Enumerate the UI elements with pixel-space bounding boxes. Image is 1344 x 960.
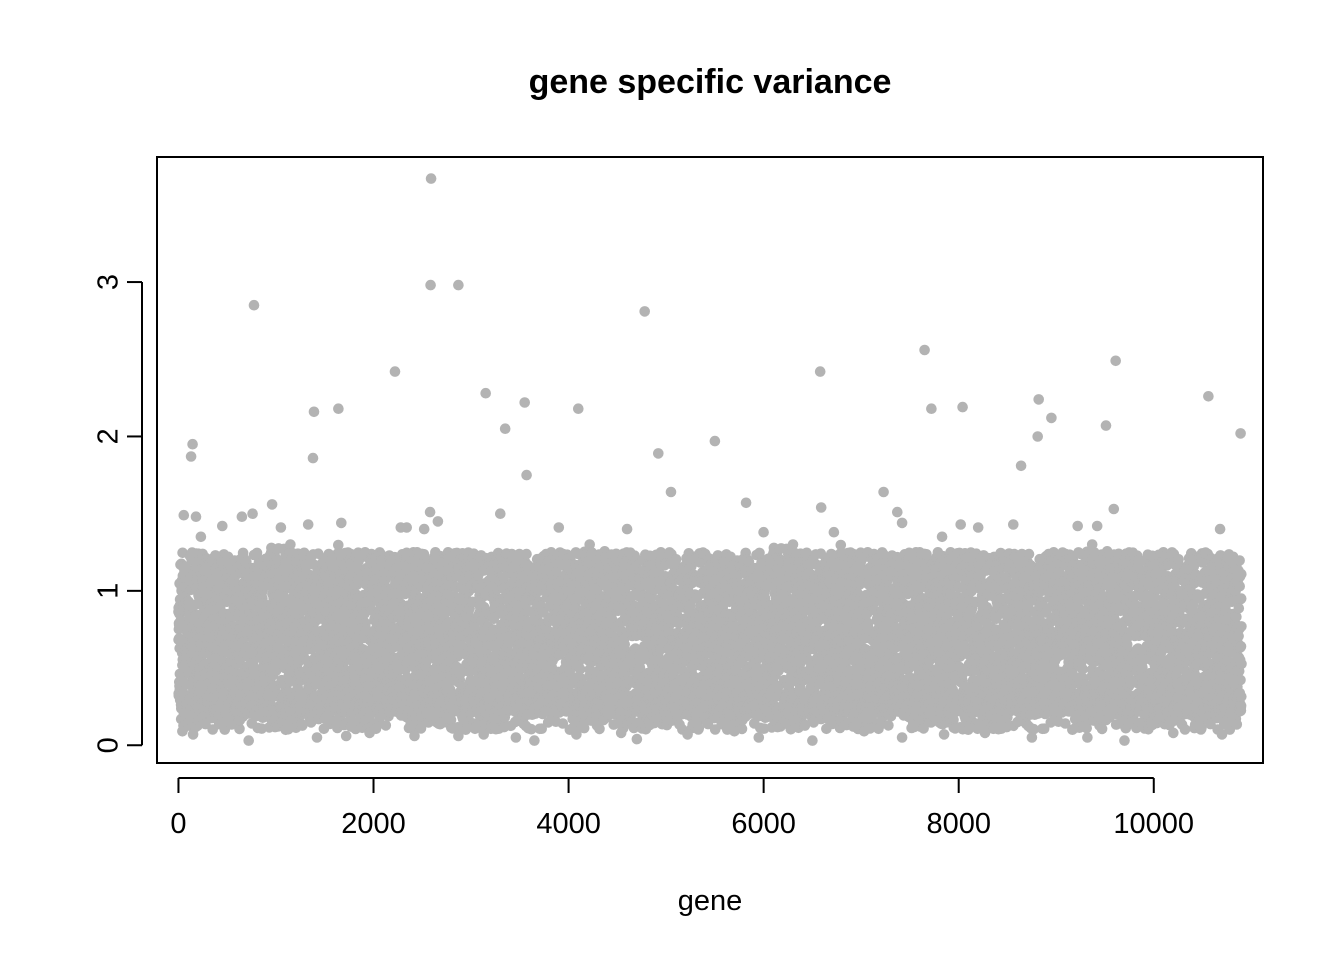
data-point (234, 723, 245, 735)
data-point (188, 599, 200, 611)
chart-title: gene specific variance (529, 63, 892, 101)
data-point (574, 664, 586, 675)
data-points (173, 173, 1247, 746)
data-point (521, 548, 532, 560)
data-point (380, 720, 392, 731)
data-point (187, 641, 198, 652)
data-point (251, 547, 263, 559)
